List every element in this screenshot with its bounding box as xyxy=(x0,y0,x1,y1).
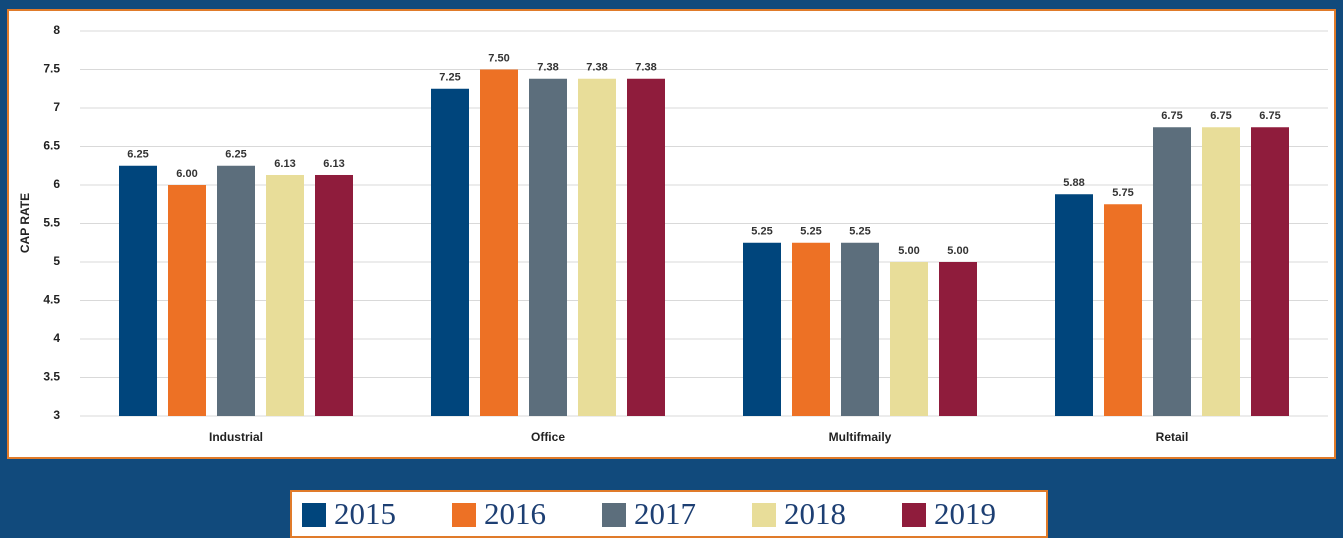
legend-swatch xyxy=(752,503,776,527)
legend-label: 2016 xyxy=(484,496,546,531)
value-label: 5.75 xyxy=(1112,187,1133,199)
legend-swatch xyxy=(302,503,326,527)
x-tick-label: Industrial xyxy=(209,430,263,444)
y-axis-label: CAP RATE xyxy=(18,193,32,253)
y-tick-label: 6.5 xyxy=(43,139,60,153)
value-label: 6.75 xyxy=(1161,110,1182,122)
bar xyxy=(841,242,879,416)
bar xyxy=(480,69,518,416)
bar xyxy=(1202,127,1240,416)
value-label: 5.25 xyxy=(849,226,870,238)
y-tick-label: 5.5 xyxy=(43,216,60,230)
bar xyxy=(1251,127,1289,416)
value-label: 6.25 xyxy=(127,149,148,161)
bar xyxy=(1055,194,1093,416)
value-label: 5.00 xyxy=(947,245,968,257)
bar xyxy=(890,262,928,416)
x-tick-label: Office xyxy=(531,430,565,444)
bar xyxy=(1153,127,1191,416)
value-label: 5.25 xyxy=(800,226,821,238)
value-label: 5.25 xyxy=(751,226,772,238)
value-label: 5.88 xyxy=(1063,177,1084,189)
bar xyxy=(431,88,469,416)
value-label: 7.38 xyxy=(537,62,558,74)
legend-label: 2017 xyxy=(634,496,696,531)
legend-label: 2018 xyxy=(784,496,846,531)
value-label: 5.00 xyxy=(898,245,919,257)
value-label: 6.00 xyxy=(176,168,197,180)
value-label: 6.75 xyxy=(1259,110,1280,122)
value-label: 6.75 xyxy=(1210,110,1231,122)
value-label: 6.13 xyxy=(323,158,344,170)
bar xyxy=(315,174,353,416)
bar xyxy=(529,78,567,417)
y-tick-label: 3 xyxy=(53,408,60,422)
y-tick-label: 7.5 xyxy=(43,62,60,76)
y-tick-label: 4 xyxy=(53,331,60,345)
value-label: 7.25 xyxy=(439,72,460,84)
legend-swatch xyxy=(602,503,626,527)
bar xyxy=(1104,204,1142,416)
legend-label: 2019 xyxy=(934,496,996,531)
bar xyxy=(119,165,157,416)
bar xyxy=(939,262,977,416)
bar xyxy=(266,174,304,416)
bar xyxy=(792,242,830,416)
y-tick-label: 3.5 xyxy=(43,370,60,384)
bar xyxy=(578,78,616,417)
value-label: 7.38 xyxy=(635,62,656,74)
y-tick-label: 6 xyxy=(53,177,60,191)
x-tick-label: Multifmaily xyxy=(829,430,892,444)
x-tick-label: Retail xyxy=(1156,430,1189,444)
y-tick-label: 8 xyxy=(53,23,60,37)
value-label: 6.25 xyxy=(225,149,246,161)
bar xyxy=(743,242,781,416)
bar xyxy=(217,165,255,416)
y-tick-label: 5 xyxy=(53,254,60,268)
value-label: 7.38 xyxy=(586,62,607,74)
bar xyxy=(627,78,665,417)
bar xyxy=(168,185,206,416)
legend-label: 2015 xyxy=(334,496,396,531)
legend-swatch xyxy=(452,503,476,527)
y-tick-label: 7 xyxy=(53,100,60,114)
legend-swatch xyxy=(902,503,926,527)
value-label: 7.50 xyxy=(488,52,509,64)
value-label: 6.13 xyxy=(274,158,295,170)
y-tick-label: 4.5 xyxy=(43,293,60,307)
